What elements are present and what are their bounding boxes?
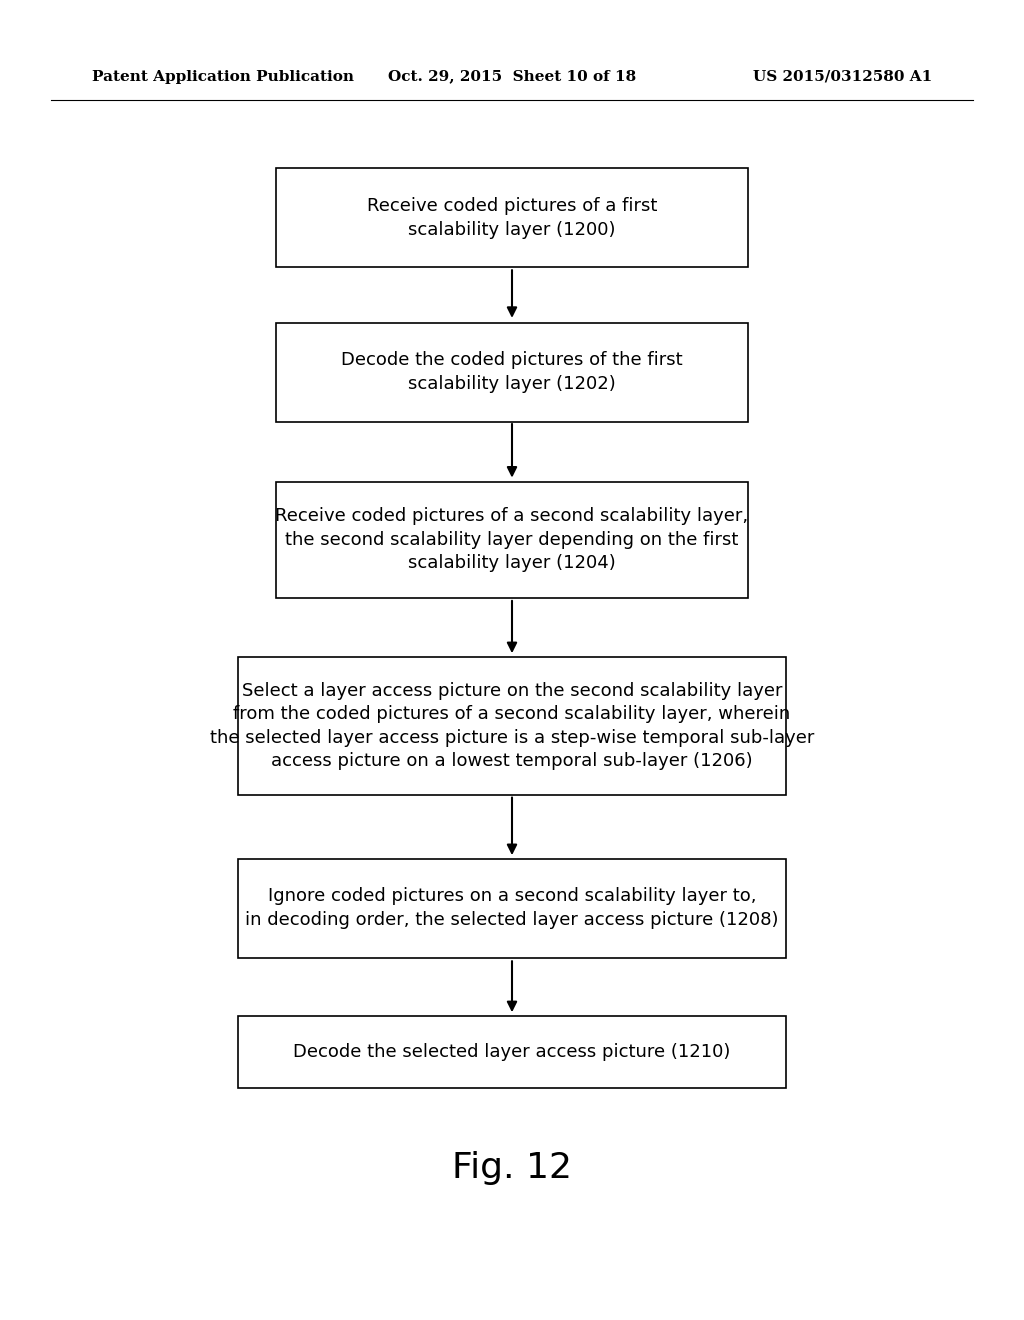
FancyBboxPatch shape xyxy=(238,1016,786,1088)
Text: Select a layer access picture on the second scalability layer
from the coded pic: Select a layer access picture on the sec… xyxy=(210,681,814,771)
Text: Decode the coded pictures of the first
scalability layer (1202): Decode the coded pictures of the first s… xyxy=(341,351,683,393)
Text: Decode the selected layer access picture (1210): Decode the selected layer access picture… xyxy=(293,1043,731,1061)
FancyBboxPatch shape xyxy=(276,482,748,598)
Text: Fig. 12: Fig. 12 xyxy=(452,1151,572,1185)
FancyBboxPatch shape xyxy=(238,656,786,795)
Text: Receive coded pictures of a first
scalability layer (1200): Receive coded pictures of a first scalab… xyxy=(367,197,657,239)
Text: Ignore coded pictures on a second scalability layer to,
in decoding order, the s: Ignore coded pictures on a second scalab… xyxy=(246,887,778,929)
Text: Oct. 29, 2015  Sheet 10 of 18: Oct. 29, 2015 Sheet 10 of 18 xyxy=(388,70,636,83)
Text: Receive coded pictures of a second scalability layer,
the second scalability lay: Receive coded pictures of a second scala… xyxy=(275,507,749,573)
FancyBboxPatch shape xyxy=(238,858,786,958)
FancyBboxPatch shape xyxy=(276,323,748,422)
Text: US 2015/0312580 A1: US 2015/0312580 A1 xyxy=(753,70,932,83)
FancyBboxPatch shape xyxy=(276,169,748,267)
Text: Patent Application Publication: Patent Application Publication xyxy=(92,70,354,83)
